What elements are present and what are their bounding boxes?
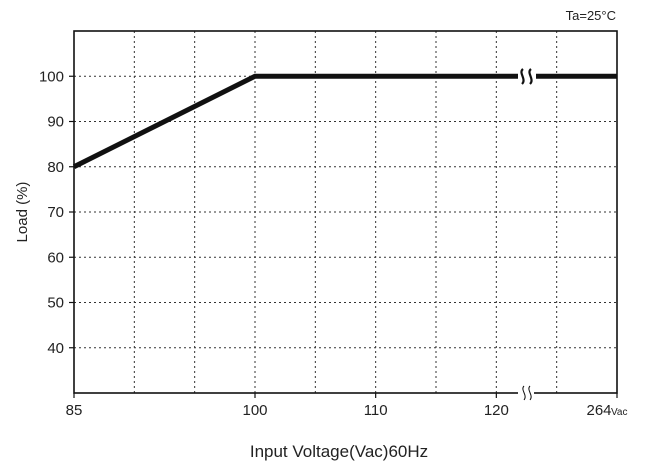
axis-break-top xyxy=(518,68,536,85)
x-tick-label-120: 120 xyxy=(484,402,509,419)
series-group xyxy=(72,73,617,169)
x-axis-title: Input Voltage(Vac)60Hz xyxy=(250,442,428,461)
grid-lines xyxy=(74,31,617,393)
x-tick-label-100: 100 xyxy=(242,402,267,419)
y-axis-title: Load (%) xyxy=(14,182,31,243)
y-tick-label-60: 60 xyxy=(47,249,64,266)
temperature-annotation: Ta=25°C xyxy=(566,8,616,23)
axis-break-bottom xyxy=(518,385,534,401)
x-unit-label: Vac xyxy=(611,407,628,418)
y-tick-label-90: 90 xyxy=(47,114,64,131)
x-tick-label-110: 110 xyxy=(364,402,388,419)
x-axis-ticks: 85 100 110 120 264 Vac xyxy=(66,393,628,419)
series-line-0 xyxy=(72,73,617,169)
y-tick-label-70: 70 xyxy=(47,204,64,221)
y-tick-label-100: 100 xyxy=(39,68,64,85)
y-tick-label-40: 40 xyxy=(47,340,64,357)
y-tick-label-50: 50 xyxy=(47,295,64,312)
x-tick-label-264: 264 xyxy=(586,402,611,419)
x-tick-label-85: 85 xyxy=(66,402,83,419)
y-tick-label-80: 80 xyxy=(47,159,64,176)
y-axis-ticks: 40 50 60 70 80 90 100 xyxy=(39,68,74,357)
